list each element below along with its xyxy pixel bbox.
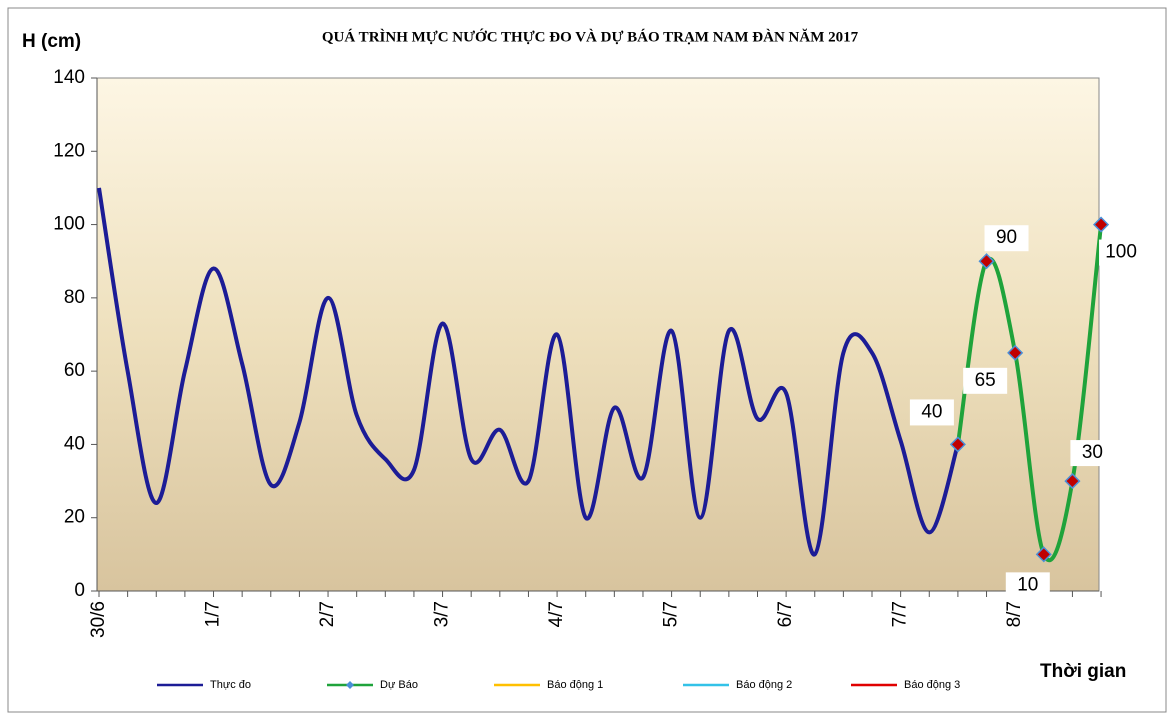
- data-label: 30: [1082, 442, 1103, 463]
- x-tick-label: 8/7: [1004, 601, 1025, 627]
- series-line: [955, 224, 1104, 563]
- x-axis-label: Thời gian: [1040, 661, 1126, 682]
- y-tick-label: 80: [64, 287, 85, 308]
- x-tick-label: 4/7: [546, 601, 567, 627]
- data-label: 90: [996, 227, 1017, 248]
- data-label-box: [1005, 572, 1050, 599]
- x-tick-label: 30/6: [88, 601, 109, 638]
- series-line: [97, 187, 960, 557]
- y-tick-label: 60: [64, 360, 85, 381]
- y-axis-label: H (cm): [22, 31, 81, 52]
- y-tick-label: 100: [53, 214, 85, 235]
- legend-label: Dự Báo: [380, 679, 418, 691]
- data-label-box: [963, 367, 1008, 394]
- chart-title: QUÁ TRÌNH MỰC NƯỚC THỰC ĐO VÀ DỰ BÁO TRẠ…: [322, 28, 859, 45]
- data-label-box: [909, 399, 954, 426]
- x-tick-label: 6/7: [775, 601, 796, 627]
- data-label: 40: [921, 401, 942, 422]
- data-label: 100: [1105, 242, 1137, 263]
- marker: [978, 253, 995, 270]
- plot-area: [96, 77, 1100, 592]
- y-tick-label: 120: [53, 140, 85, 161]
- marker: [949, 436, 966, 453]
- legend-label: Báo động 3: [904, 679, 960, 691]
- x-tick-label: 5/7: [661, 601, 682, 627]
- x-tick-label: 2/7: [317, 601, 338, 627]
- marker: [1092, 216, 1110, 233]
- x-tick-label: 3/7: [432, 601, 453, 627]
- marker: [1007, 344, 1024, 361]
- legend-label: Báo động 2: [736, 679, 792, 691]
- data-label-box: [1070, 440, 1115, 467]
- data-label: 65: [975, 370, 996, 391]
- x-tick-label: 7/7: [890, 601, 911, 627]
- y-tick-label: 140: [53, 67, 85, 88]
- marker: [1064, 473, 1081, 490]
- data-label-box: [984, 225, 1029, 252]
- marker: [1035, 546, 1052, 563]
- data-label-box: [1099, 239, 1144, 266]
- y-tick-label: 40: [64, 433, 85, 454]
- legend-label: Báo động 1: [547, 679, 603, 691]
- x-tick-label: 1/7: [203, 601, 224, 627]
- data-label: 10: [1017, 574, 1038, 595]
- legend-marker: [346, 681, 354, 689]
- y-tick-label: 20: [64, 507, 85, 528]
- y-tick-label: 0: [74, 580, 85, 601]
- legend-label: Thực đo: [210, 679, 251, 691]
